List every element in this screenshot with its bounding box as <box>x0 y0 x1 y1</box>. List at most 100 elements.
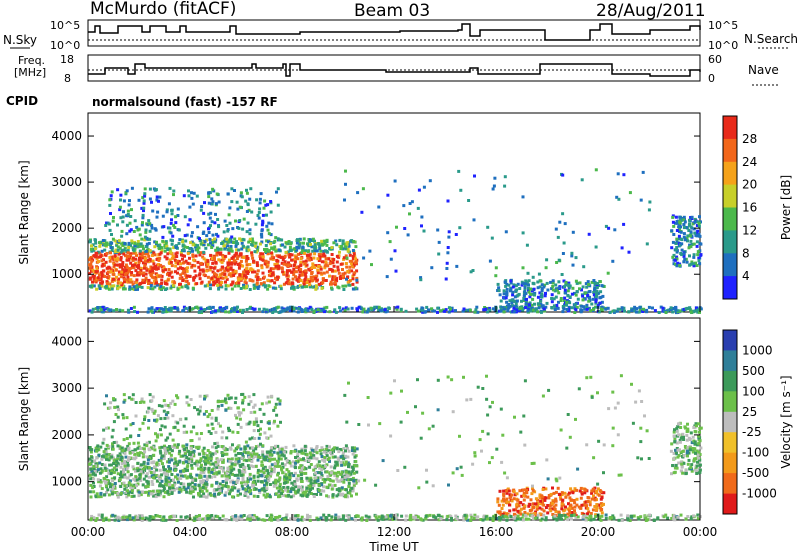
heatmap-cell <box>598 296 602 300</box>
heatmap-cell <box>664 311 668 314</box>
heatmap-cell <box>126 209 130 213</box>
heatmap-cell <box>210 409 214 412</box>
colorbar-segment <box>723 184 737 208</box>
heatmap-cell <box>695 224 699 227</box>
heatmap-cell <box>241 462 245 466</box>
heatmap-cell <box>246 477 250 481</box>
heatmap-cell <box>137 273 141 277</box>
heatmap-cell <box>344 254 348 258</box>
heatmap-cell <box>238 205 242 209</box>
heatmap-cell <box>94 251 98 255</box>
heatmap-cell <box>199 432 203 435</box>
heatmap-cell <box>627 310 631 314</box>
heatmap-cell <box>504 284 508 288</box>
heatmap-cell <box>296 452 300 456</box>
heatmap-cell <box>134 469 137 473</box>
heatmap-cell <box>175 306 179 310</box>
heatmap-cell <box>566 294 570 298</box>
heatmap-cell <box>214 418 218 422</box>
colorbar-segment <box>723 276 737 300</box>
heatmap-cell <box>295 241 299 245</box>
heatmap-cell <box>189 241 193 245</box>
heatmap-cell <box>277 489 281 493</box>
heatmap-cell <box>288 253 292 256</box>
heatmap-cell <box>498 489 502 493</box>
heatmap-cell <box>156 210 160 214</box>
heatmap-cell <box>170 270 174 274</box>
heatmap-cell <box>278 447 281 451</box>
heatmap-cell <box>110 285 114 289</box>
heatmap-cell <box>308 283 312 287</box>
heatmap-cell <box>207 212 211 216</box>
heatmap-cell <box>147 219 151 223</box>
heatmap-cell <box>236 242 240 246</box>
heatmap-cell <box>688 218 691 222</box>
heatmap-cell <box>190 458 194 462</box>
heatmap-cell <box>113 491 117 495</box>
heatmap-cell <box>380 309 384 313</box>
heatmap-cell <box>267 284 271 288</box>
heatmap-cell <box>145 455 149 459</box>
heatmap-cell <box>493 176 497 180</box>
heatmap-cell <box>269 448 273 452</box>
heatmap-cell <box>115 308 118 311</box>
heatmap-cell <box>234 244 238 248</box>
heatmap-cell <box>176 214 180 217</box>
heatmap-cell <box>249 400 253 404</box>
heatmap-cell <box>532 287 536 291</box>
heatmap-cell <box>110 453 114 457</box>
heatmap-cell <box>249 492 253 496</box>
heatmap-cell <box>674 308 678 311</box>
heatmap-cell <box>170 275 174 279</box>
heatmap-cell <box>241 398 245 402</box>
heatmap-cell <box>219 306 222 310</box>
heatmap-cell <box>122 438 126 442</box>
heatmap-cell <box>99 277 103 281</box>
heatmap-cell <box>213 240 217 243</box>
heatmap-cell <box>488 259 492 263</box>
heatmap-cell <box>272 484 276 488</box>
heatmap-cell <box>345 462 349 466</box>
heatmap-cell <box>147 307 151 311</box>
heatmap-cell <box>694 233 698 237</box>
heatmap-cell <box>99 306 102 309</box>
heatmap-cell <box>528 301 532 305</box>
heatmap-cell <box>131 256 135 260</box>
heatmap-cell <box>182 430 186 434</box>
heatmap-cell <box>142 199 146 203</box>
heatmap-cell <box>197 246 201 250</box>
heatmap-cell <box>299 464 303 468</box>
heatmap-cell <box>298 273 302 277</box>
heatmap-cell <box>294 461 297 465</box>
heatmap-cell <box>215 488 219 492</box>
heatmap-cell <box>493 308 497 312</box>
heatmap-cell <box>203 201 206 205</box>
heatmap-cell <box>310 448 314 452</box>
heatmap-cell <box>696 229 700 233</box>
heatmap-cell <box>182 461 186 465</box>
heatmap-cell <box>177 460 181 464</box>
heatmap-cell <box>530 306 534 310</box>
heatmap-cell <box>147 254 151 258</box>
heatmap-cell <box>294 270 298 274</box>
heatmap-cell <box>119 470 123 474</box>
heatmap-cell <box>265 265 269 269</box>
heatmap-cell <box>671 240 675 244</box>
heatmap-cell <box>274 286 277 290</box>
heatmap-cell <box>111 219 115 223</box>
heatmap-cell <box>370 263 373 267</box>
heatmap-cell <box>562 279 566 283</box>
heatmap-cell <box>539 299 542 303</box>
heatmap-cell <box>141 216 145 220</box>
heatmap-cell <box>140 223 144 227</box>
heatmap-cell <box>337 489 341 493</box>
heatmap-cell <box>210 202 214 206</box>
heatmap-cell <box>260 257 264 261</box>
heatmap-cell <box>199 471 203 475</box>
heatmap-cell <box>525 243 529 247</box>
heatmap-cell <box>259 252 263 256</box>
heatmap-cell <box>507 303 511 306</box>
heatmap-cell <box>199 306 203 310</box>
heatmap-cell <box>444 308 448 312</box>
heatmap-cell <box>139 269 143 272</box>
